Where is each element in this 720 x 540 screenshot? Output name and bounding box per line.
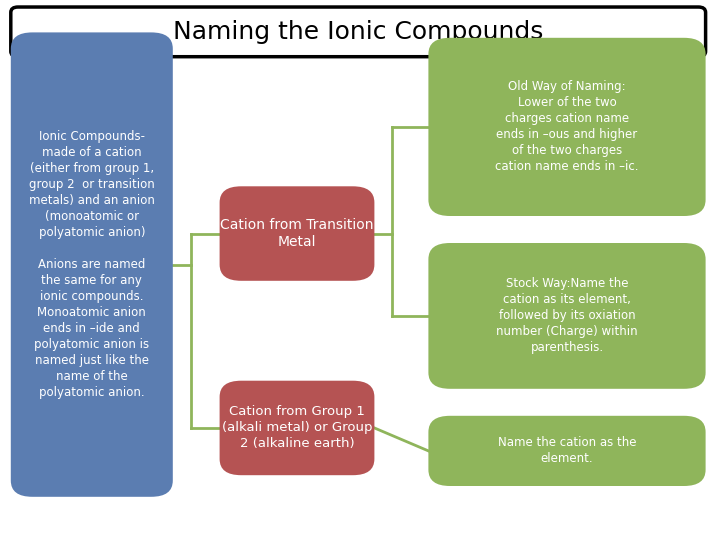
FancyBboxPatch shape xyxy=(428,38,706,216)
FancyBboxPatch shape xyxy=(428,416,706,486)
Text: Cation from Transition
Metal: Cation from Transition Metal xyxy=(220,218,374,249)
Text: Stock Way:Name the
cation as its element,
followed by its oxiation
number (Charg: Stock Way:Name the cation as its element… xyxy=(496,278,638,354)
Text: Ionic Compounds-
made of a cation
(either from group 1,
group 2  or transition
m: Ionic Compounds- made of a cation (eithe… xyxy=(29,130,155,399)
FancyBboxPatch shape xyxy=(220,186,374,281)
Text: Name the cation as the
element.: Name the cation as the element. xyxy=(498,436,636,465)
Text: Cation from Group 1
(alkali metal) or Group
2 (alkaline earth): Cation from Group 1 (alkali metal) or Gr… xyxy=(222,406,372,450)
FancyBboxPatch shape xyxy=(428,243,706,389)
FancyBboxPatch shape xyxy=(220,381,374,475)
FancyBboxPatch shape xyxy=(11,32,173,497)
Text: Naming the Ionic Compounds: Naming the Ionic Compounds xyxy=(173,20,544,44)
FancyBboxPatch shape xyxy=(11,7,706,57)
Text: Old Way of Naming:
Lower of the two
charges cation name
ends in –ous and higher
: Old Way of Naming: Lower of the two char… xyxy=(495,80,639,173)
